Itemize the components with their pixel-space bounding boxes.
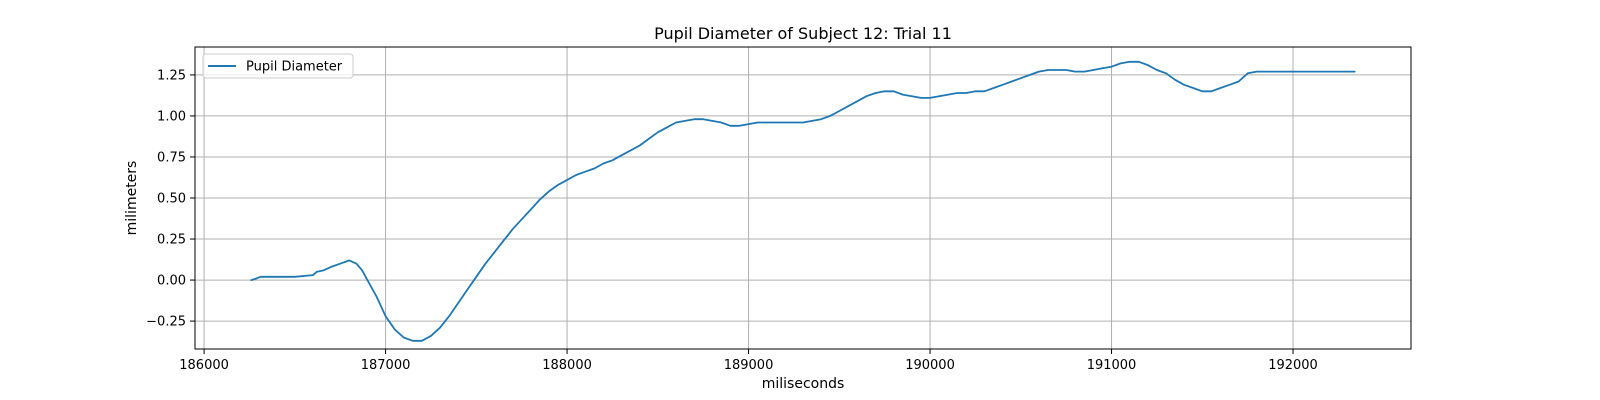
y-tick-label: −0.25 [146, 315, 186, 330]
y-tick-label: 1.25 [157, 68, 186, 83]
x-tick-label: 189000 [724, 358, 774, 373]
gridlines [195, 47, 1411, 349]
series-layer [250, 60, 1356, 342]
y-tick-label: 1.00 [157, 109, 186, 124]
x-tick-label: 190000 [905, 358, 955, 373]
legend: Pupil Diameter [202, 53, 354, 79]
axis-ticks: 186000 187000 188000 189000 190000 191000 1920… [146, 68, 1318, 373]
legend-label: Pupil Diameter [246, 60, 343, 75]
y-tick-label: 0.50 [157, 192, 186, 207]
x-tick-label: 191000 [1087, 358, 1137, 373]
x-tick-label: 188000 [542, 358, 592, 373]
x-tick-label: 187000 [361, 358, 411, 373]
y-tick-label: 0.25 [157, 233, 186, 248]
y-tick-label: 0.00 [157, 274, 186, 289]
chart-title: Pupil Diameter of Subject 12: Trial 11 [654, 24, 952, 43]
series-line-pupil-diameter [250, 60, 1356, 342]
legend-box [202, 53, 354, 79]
x-tick-label: 192000 [1268, 358, 1318, 373]
x-tick-label: 186000 [179, 358, 229, 373]
y-axis-title: milimeters [124, 161, 140, 236]
x-axis-title: miliseconds [762, 376, 845, 392]
y-tick-label: 0.75 [157, 150, 186, 165]
